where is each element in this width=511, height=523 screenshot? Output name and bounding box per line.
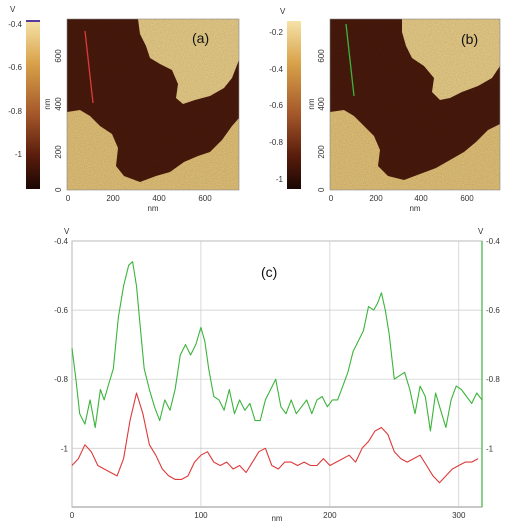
panel-a-label: (a) bbox=[192, 30, 209, 46]
x-tick: 100 bbox=[194, 511, 208, 520]
profile-plot-area bbox=[71, 240, 483, 508]
afm-a-ylabel: nm bbox=[43, 98, 52, 109]
colorbar-b: V -0.2 -0.4 -0.6 -0.8 -1 bbox=[269, 7, 301, 189]
afm-b-xtick: 400 bbox=[414, 194, 428, 203]
colorbar-a: V -0.4 -0.6 -0.8 -1 bbox=[8, 5, 40, 189]
afm-a-xtick: 0 bbox=[66, 194, 71, 203]
afm-a-ytick: 200 bbox=[54, 145, 63, 159]
y-tick-left: -1 bbox=[61, 444, 69, 453]
afm-a-xtick: 600 bbox=[198, 194, 212, 203]
afm-a-ytick: 400 bbox=[54, 97, 63, 111]
profile-line-green bbox=[71, 261, 483, 432]
afm-a-xtick: 400 bbox=[152, 194, 166, 203]
x-tick: 300 bbox=[452, 511, 466, 520]
profile-xlabel: nm bbox=[271, 514, 282, 523]
y-tick-left: -0.4 bbox=[54, 237, 68, 246]
y-tick-left: -0.8 bbox=[54, 375, 68, 384]
afm-b-xlabel: nm bbox=[409, 204, 420, 213]
afm-a-xtick: 200 bbox=[106, 194, 120, 203]
afm-b-ytick: 400 bbox=[317, 97, 326, 111]
y-tick-right: -0.6 bbox=[486, 306, 500, 315]
y-tick-left: -0.6 bbox=[54, 306, 68, 315]
afm-b-xtick: 600 bbox=[460, 194, 474, 203]
colorbar-b-unit: V bbox=[280, 7, 286, 16]
x-tick: 200 bbox=[323, 511, 337, 520]
profile-line-a bbox=[84, 30, 94, 104]
colorbar-a-gradient bbox=[26, 21, 40, 189]
afm-b-xtick: 200 bbox=[369, 194, 383, 203]
afm-b-ytick: 600 bbox=[317, 49, 326, 63]
panel-c: -0.4 -0.4 -0.6 -0.6 -0.8 -0.8 -1 -1 0 100 200 300 V… bbox=[54, 227, 500, 523]
colorbar-b-tick: -0.2 bbox=[269, 28, 283, 37]
afm-b-xtick: 0 bbox=[329, 194, 334, 203]
colorbar-b-tick: -0.4 bbox=[269, 65, 283, 74]
panel-b: V -0.2 -0.4 -0.6 -0.8 -1 nm 0 200 400 60… bbox=[269, 7, 501, 213]
profile-line-red bbox=[71, 392, 479, 484]
profile-grid bbox=[71, 240, 482, 507]
afm-b-ytick: 200 bbox=[317, 145, 326, 159]
afm-a-xlabel: nm bbox=[147, 204, 158, 213]
colorbar-a-tick: -1 bbox=[15, 150, 23, 159]
profile-left-unit: V bbox=[64, 227, 70, 236]
x-tick: 0 bbox=[70, 511, 75, 520]
profile-line-b bbox=[345, 23, 355, 97]
afm-b-ylabel: nm bbox=[307, 98, 316, 109]
colorbar-b-tick: -1 bbox=[276, 175, 284, 184]
panel-a: V -0.4 -0.6 -0.8 -1 nm 0 200 400 600 0 2… bbox=[8, 5, 240, 213]
y-tick-right: -0.4 bbox=[486, 237, 500, 246]
colorbar-b-gradient bbox=[287, 21, 301, 189]
panel-b-label: (b) bbox=[461, 31, 478, 47]
colorbar-a-tick: -0.8 bbox=[8, 107, 22, 116]
y-tick-right: -1 bbox=[486, 444, 494, 453]
y-tick-right: -0.8 bbox=[486, 375, 500, 384]
colorbar-a-tick: -0.4 bbox=[8, 20, 22, 29]
afm-b-ytick: 0 bbox=[317, 187, 326, 192]
profile-right-unit: V bbox=[478, 227, 484, 236]
afm-image-a bbox=[67, 19, 239, 190]
profile-axes: -0.4 -0.4 -0.6 -0.6 -0.8 -0.8 -1 -1 0 100 200 300 bbox=[54, 237, 500, 520]
afm-a-ytick: 0 bbox=[54, 187, 63, 192]
colorbar-a-unit: V bbox=[10, 5, 16, 14]
colorbar-a-tick: -0.6 bbox=[8, 63, 22, 72]
afm-image-b bbox=[330, 19, 500, 190]
colorbar-b-tick: -0.8 bbox=[269, 138, 283, 147]
colorbar-b-tick: -0.6 bbox=[269, 101, 283, 110]
profile-series bbox=[71, 261, 483, 484]
afm-a-ytick: 600 bbox=[54, 49, 63, 63]
panel-c-label: (c) bbox=[261, 264, 277, 280]
